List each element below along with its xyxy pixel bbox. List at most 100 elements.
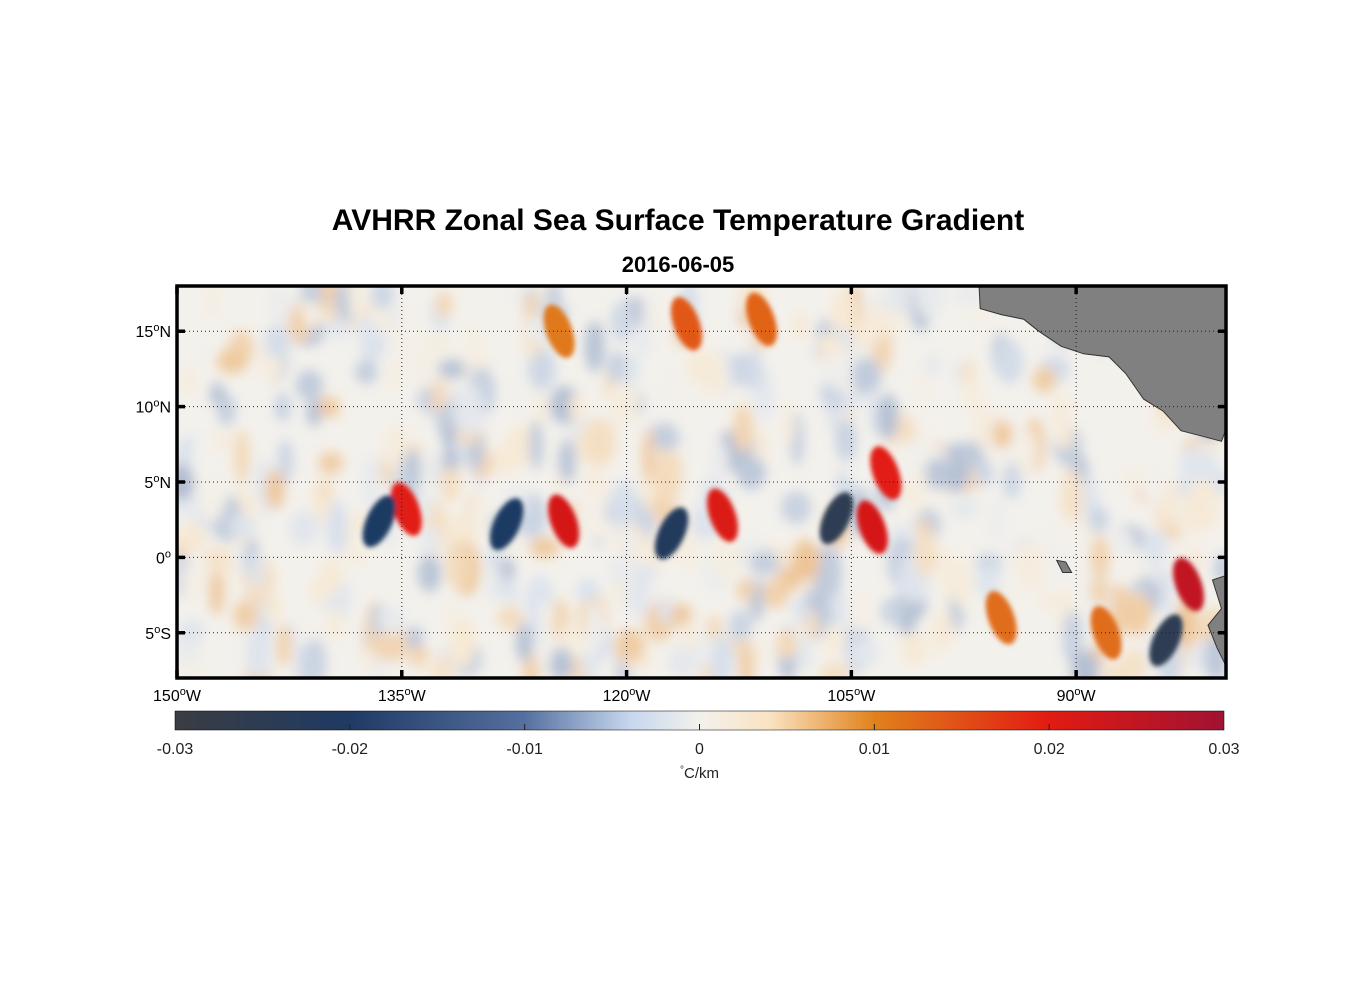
texture-blob: [267, 594, 284, 622]
texture-blob: [642, 297, 656, 329]
texture-blob: [264, 325, 291, 359]
texture-blob: [1032, 366, 1057, 393]
texture-blob: [653, 450, 683, 504]
texture-blob: [607, 351, 628, 384]
texture-blob: [792, 311, 809, 341]
texture-blob: [400, 449, 422, 490]
texture-blob: [755, 426, 769, 461]
texture-blob: [925, 400, 939, 441]
texture-blob: [712, 532, 740, 580]
gradient-feature: [390, 482, 422, 536]
gradient-feature: [985, 591, 1017, 645]
texture-blob: [667, 646, 697, 678]
texture-blob: [381, 627, 409, 662]
texture-blob: [729, 610, 752, 642]
texture-blob: [775, 630, 798, 659]
texture-blob: [1123, 592, 1153, 636]
texture-blob: [914, 530, 939, 578]
texture-blob: [586, 603, 605, 654]
gradient-feature: [548, 494, 580, 548]
texture-blob: [1090, 535, 1110, 581]
texture-blob: [431, 382, 445, 413]
texture-blob: [232, 599, 259, 632]
colorbar-tick-label: 0.02: [1034, 741, 1065, 758]
date-subtitle: 2016-06-05: [621, 252, 735, 277]
texture-blob: [442, 426, 457, 450]
texture-blob: [1120, 648, 1147, 678]
texture-blob: [584, 417, 617, 466]
texture-blob: [446, 597, 459, 633]
gradient-feature: [856, 500, 888, 554]
texture-blob: [325, 609, 344, 641]
texture-blob: [610, 301, 634, 342]
texture-blob: [648, 422, 679, 451]
texture-blob: [1052, 392, 1072, 446]
texture-blob: [870, 301, 886, 341]
texture-blob: [952, 555, 973, 610]
texture-blob: [198, 333, 212, 361]
texture-blob: [549, 647, 574, 678]
texture-blob: [620, 528, 636, 570]
texture-blob: [494, 441, 516, 476]
texture-blob: [354, 360, 378, 384]
texture-blob: [735, 455, 767, 490]
texture-blob: [763, 577, 789, 609]
texture-blob: [582, 650, 600, 678]
texture-blob: [245, 627, 272, 678]
texture-blob: [748, 550, 781, 575]
texture-blob: [642, 428, 655, 484]
texture-blob: [631, 321, 654, 357]
texture-blob: [209, 569, 224, 616]
texture-blob: [735, 578, 755, 603]
texture-blob: [419, 494, 434, 520]
texture-blob: [228, 514, 256, 537]
texture-blob: [217, 393, 236, 427]
lon-tick-label: 135oW: [378, 686, 427, 705]
texture-blob: [234, 428, 250, 485]
texture-blob: [197, 471, 226, 521]
texture-blob: [191, 434, 213, 484]
texture-blob: [791, 540, 821, 582]
lat-tick-label: 5oS: [145, 624, 171, 643]
texture-blob: [1087, 506, 1109, 534]
texture-blob: [177, 639, 199, 664]
texture-blob: [1188, 478, 1220, 532]
texture-blob: [912, 370, 932, 407]
texture-blob: [850, 639, 880, 667]
texture-blob: [303, 638, 327, 678]
texture-blob: [584, 320, 605, 373]
texture-blob: [741, 350, 763, 391]
colorbar-tick-label: -0.02: [332, 741, 369, 758]
texture-blob: [504, 576, 519, 605]
texture-blob: [387, 356, 401, 393]
texture-blob: [1113, 529, 1135, 555]
gradient-feature: [490, 498, 524, 551]
lon-tick-label: 90oW: [1057, 686, 1097, 705]
texture-blob: [417, 554, 442, 593]
texture-blob: [470, 496, 488, 534]
gradient-feature: [654, 507, 689, 560]
texture-blob: [446, 538, 470, 591]
texture-blob: [1037, 590, 1064, 612]
colorbar-tick-label: 0: [695, 741, 704, 758]
longitude-labels: 150oW 135oW 120oW 105oW 90oW: [153, 686, 1097, 705]
texture-blob: [296, 518, 311, 548]
texture-blob: [1142, 529, 1169, 564]
texture-blob: [915, 286, 945, 319]
texture-blob: [510, 364, 527, 415]
lon-tick-label: 105oW: [827, 686, 876, 705]
texture-blob: [924, 457, 951, 490]
colorbar-ticks: -0.03 -0.02 -0.01 0 0.01 0.02 0.03: [157, 724, 1240, 758]
texture-blob: [203, 546, 233, 569]
texture-blob: [317, 479, 334, 502]
texture-blob: [326, 319, 351, 340]
texture-blob: [384, 306, 403, 329]
lat-tick-label: 5oN: [144, 473, 171, 492]
gradient-feature: [543, 304, 575, 358]
texture-blob: [528, 536, 561, 558]
texture-blob: [625, 574, 652, 618]
texture-blob: [780, 491, 812, 525]
lat-tick-label: 10oN: [136, 398, 171, 417]
texture-blob: [361, 454, 380, 511]
texture-blob: [558, 438, 576, 485]
